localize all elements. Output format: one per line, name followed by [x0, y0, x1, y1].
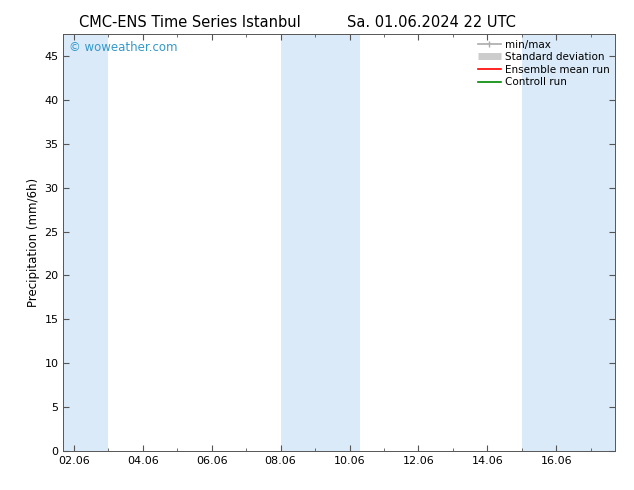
Y-axis label: Precipitation (mm/6h): Precipitation (mm/6h)	[27, 178, 40, 307]
Text: CMC-ENS Time Series Istanbul: CMC-ENS Time Series Istanbul	[79, 15, 301, 30]
Text: Sa. 01.06.2024 22 UTC: Sa. 01.06.2024 22 UTC	[347, 15, 515, 30]
Text: © woweather.com: © woweather.com	[69, 41, 178, 53]
Bar	[281, 34, 360, 451]
Bar	[63, 34, 108, 451]
Legend: min/max, Standard deviation, Ensemble mean run, Controll run: min/max, Standard deviation, Ensemble me…	[476, 37, 612, 89]
Bar	[522, 34, 615, 451]
